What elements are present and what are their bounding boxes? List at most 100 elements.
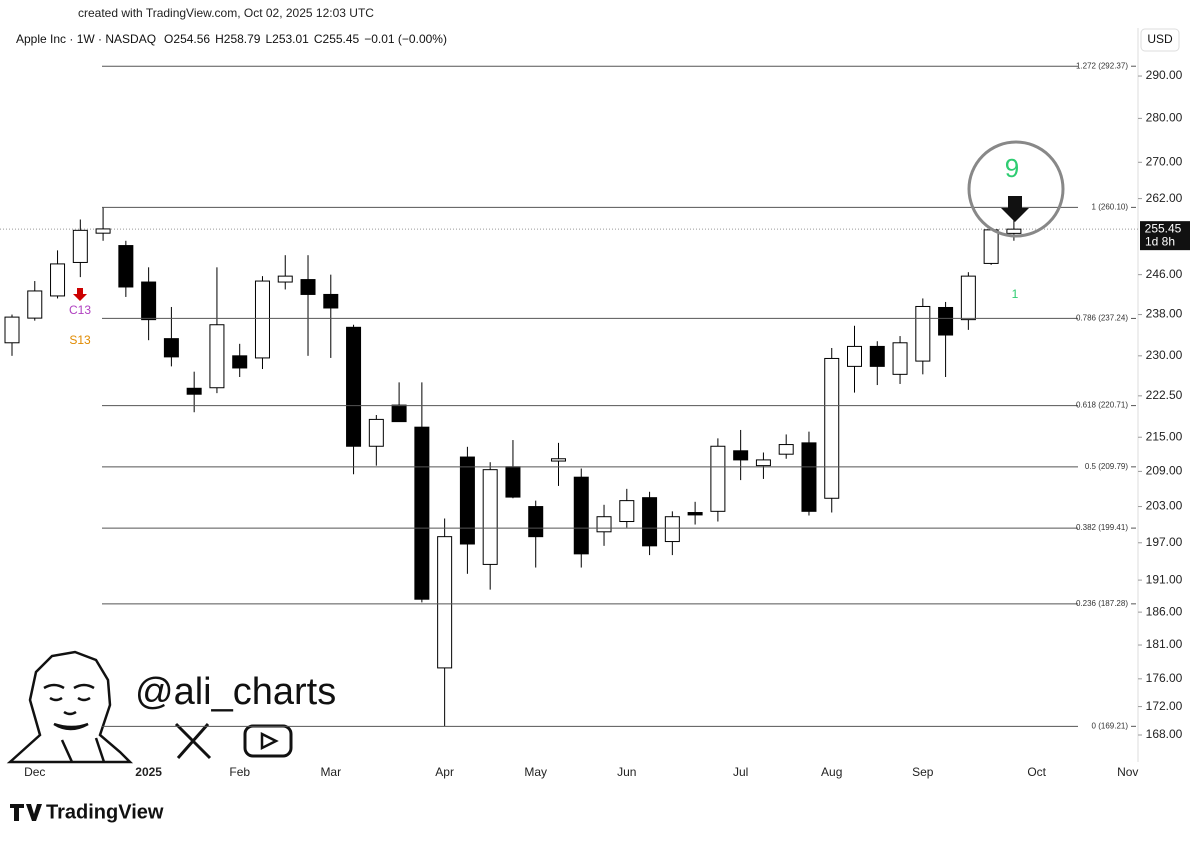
y-tick-label: 181.00 [1146, 637, 1183, 651]
candle-body [960, 275, 976, 321]
candle-body [209, 324, 225, 389]
candle-body [505, 466, 521, 498]
field-label: C [314, 32, 323, 46]
candle-body [300, 279, 316, 295]
x-tick-label: Aug [821, 765, 842, 779]
candle-body [118, 245, 134, 288]
x-tick-label: Jun [617, 765, 636, 779]
y-tick-label: 290.00 [1146, 68, 1183, 82]
x-tick-label: 2025 [135, 765, 162, 779]
candle-body [459, 456, 475, 545]
y-tick-label: 215.00 [1146, 429, 1183, 443]
field-label: H [215, 32, 224, 46]
y-tick-label: 176.00 [1146, 671, 1183, 685]
c13-label: C13 [69, 303, 91, 317]
symbol: Apple Inc · 1W · NASDAQ [16, 32, 156, 46]
down-arrow [1001, 196, 1029, 222]
fib-label: 1 (260.10) [1092, 202, 1129, 211]
fib-label: 0.5 (209.79) [1085, 462, 1128, 471]
candle-body [346, 326, 362, 447]
y-tick-label: 209.00 [1146, 464, 1183, 478]
candle-body [710, 445, 726, 512]
candle-body [687, 512, 703, 516]
candle-body [983, 229, 999, 264]
y-tick-label: 172.00 [1146, 699, 1183, 713]
candle-body [847, 345, 863, 367]
watermark: @ali_charts [135, 671, 336, 713]
y-tick-label: 191.00 [1146, 572, 1183, 586]
candle-body [163, 338, 179, 358]
candle-body [232, 355, 248, 369]
candle-body [368, 418, 384, 447]
candle-body [824, 357, 840, 499]
candle-body [550, 458, 566, 462]
y-tick-label: 186.00 [1146, 604, 1183, 618]
candle-body [892, 342, 908, 375]
candle-body [50, 263, 66, 297]
x-tick-label: Sep [912, 765, 934, 779]
currency-box [1140, 28, 1180, 52]
y-tick-label: 238.00 [1146, 307, 1183, 321]
x-tick-label: Oct [1027, 765, 1046, 779]
candle-body [254, 280, 270, 359]
candle-body [664, 516, 680, 543]
fib-label: 0.618 (220.71) [1076, 401, 1128, 410]
fib-label: 0 (169.21) [1092, 721, 1129, 730]
x-tick-label: Jul [733, 765, 748, 779]
change: −0.01 (−0.00%) [364, 32, 447, 46]
red-arrow [73, 288, 87, 301]
candle-body [27, 290, 43, 319]
field-value: 255.45 [323, 32, 360, 46]
highlight-circle [967, 140, 1065, 238]
candle-body [733, 450, 749, 461]
candle-body [323, 293, 339, 309]
x-tick-label: Mar [320, 765, 341, 779]
candle-body [573, 476, 589, 555]
candle-body [414, 426, 430, 600]
overlay [73, 140, 1065, 301]
candle-body [141, 281, 157, 321]
candle-body [186, 387, 202, 395]
y-tick-label: 246.00 [1146, 267, 1183, 281]
y-tick-label: 280.00 [1146, 111, 1183, 125]
candle-body [642, 497, 658, 547]
y-tick-label: 222.50 [1146, 388, 1183, 402]
plot-area [0, 207, 1138, 727]
avatar [6, 650, 134, 764]
y-tick-label: 203.00 [1146, 499, 1183, 513]
youtube-icon [243, 724, 293, 758]
y-tick-label: 197.00 [1146, 535, 1183, 549]
x-tick-label: Feb [229, 765, 250, 779]
legend: Apple Inc · 1W · NASDAQ O254.56 H258.79 L25… [16, 32, 447, 46]
y-tick-label: 168.00 [1146, 727, 1183, 741]
s13-label: S13 [69, 333, 91, 347]
x-icon [174, 722, 212, 760]
fib-label: 0.236 (187.28) [1076, 599, 1128, 608]
candle-body [596, 516, 612, 533]
field-label: O [164, 32, 173, 46]
candle-body [778, 444, 794, 455]
x-tick-label: Dec [24, 765, 45, 779]
field-value: 254.56 [173, 32, 210, 46]
fib-label: 1.272 (292.37) [1076, 61, 1128, 70]
fib-label: 0.786 (237.24) [1076, 314, 1128, 323]
fib-label: 0.382 (199.41) [1076, 523, 1128, 532]
y-tick-label: 230.00 [1146, 348, 1183, 362]
candle-body [869, 345, 885, 367]
field-value: 253.01 [272, 32, 309, 46]
candle-body [4, 316, 20, 344]
created-note: created with TradingView.com, Oct 02, 20… [78, 6, 374, 20]
y-tick-label: 270.00 [1146, 154, 1183, 168]
y-tick-label: 262.00 [1146, 191, 1183, 205]
field-label: L [265, 32, 272, 46]
candle-body [1006, 228, 1022, 234]
x-tick-label: May [524, 765, 547, 779]
candle-body [915, 305, 931, 362]
x-tick-label: Apr [435, 765, 454, 779]
candle-body [277, 275, 293, 283]
price-box [1140, 221, 1190, 251]
price-label: 255.45 [1145, 221, 1182, 235]
candle-body [482, 469, 498, 565]
field-value: 258.79 [224, 32, 261, 46]
